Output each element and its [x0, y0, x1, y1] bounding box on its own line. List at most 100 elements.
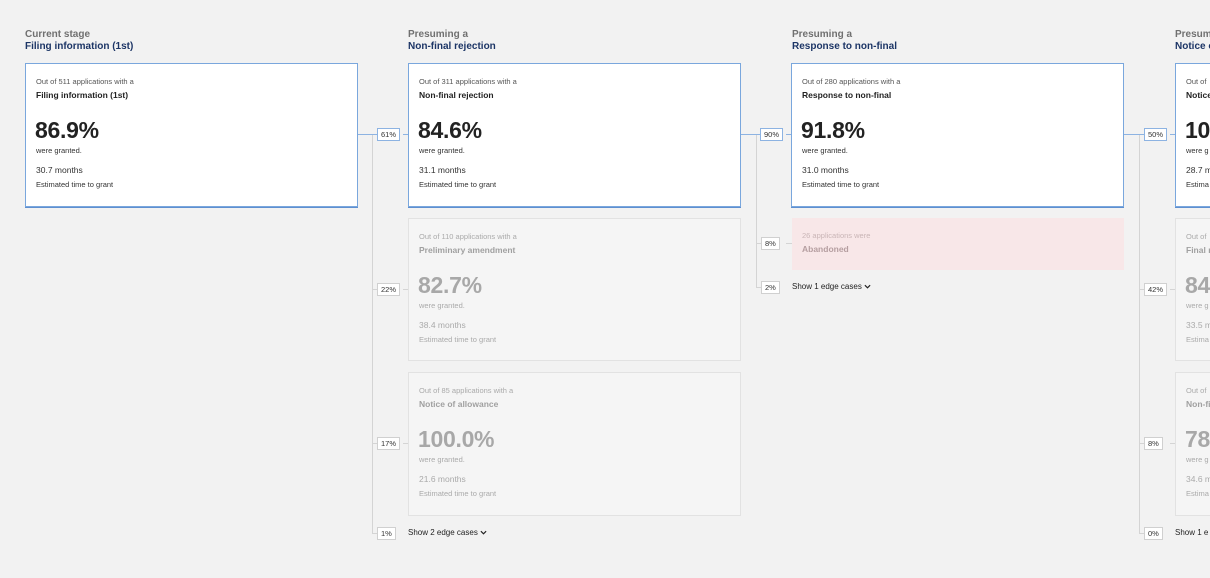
card-intro: Out of — [1186, 77, 1207, 86]
stage-card-non-final-rejection[interactable]: Out of 311 applications with a Non-final… — [408, 63, 741, 207]
connector-line — [372, 443, 377, 444]
card-stage-name: Non-final rejection — [419, 90, 494, 100]
time-to-grant-caption: Estimated time to grant — [419, 335, 497, 344]
card-stage-name: Notice of allowance — [419, 399, 499, 409]
grant-caption: were granted. — [802, 146, 848, 155]
grant-rate: 100.0% — [418, 426, 495, 452]
time-to-grant-caption: Estima — [1186, 335, 1209, 344]
edge-cases-label: Show 1 e — [1175, 528, 1209, 537]
branch-percent-badge: 42% — [1144, 283, 1168, 296]
edge-cases-label: Show 2 edge cases — [408, 528, 478, 537]
grant-rate: 10 — [1185, 117, 1210, 143]
grant-caption: were granted. — [419, 455, 465, 464]
card-intro: Out of 110 applications with a — [419, 232, 517, 241]
connector-line — [403, 443, 408, 444]
card-intro: Out of 511 applications with a — [36, 77, 134, 86]
column-header-response: Presuming a Response to non-final — [792, 29, 1132, 53]
column-title: Filing information (1st) — [25, 41, 134, 52]
card-intro: 26 applications were — [802, 231, 871, 240]
stage-card-preliminary-amendment[interactable]: Out of 110 applications with a Prelimina… — [408, 218, 741, 361]
stage-card-abandoned[interactable]: 26 applications were Abandoned — [792, 218, 1124, 270]
connector-line — [1139, 533, 1144, 534]
time-to-grant: 28.7 m — [1186, 165, 1210, 175]
stage-card-notice-of-allowance[interactable]: Out of 85 applications with a Notice of … — [408, 372, 741, 516]
connector-line — [740, 134, 760, 135]
column-header-current: Current stage Filing information (1st) — [25, 29, 365, 53]
time-to-grant-caption: Estima — [1186, 180, 1209, 189]
card-stage-name: Abandoned — [802, 244, 849, 254]
card-intro: Out of 311 applications with a — [419, 77, 517, 86]
connector-line — [1170, 289, 1175, 290]
connector-line — [403, 134, 408, 135]
column-title: Response to non-final — [792, 41, 897, 52]
branch-percent-badge: 1% — [377, 527, 396, 540]
chevron-down-icon — [864, 284, 871, 289]
stage-card-non-final-rejection[interactable]: Out of Non-fi 78 were g 34.6 m Estima — [1175, 372, 1210, 516]
connector-line — [1139, 289, 1144, 290]
column-pre: Presuming a — [1175, 29, 1210, 40]
column-title: Non-final rejection — [408, 41, 496, 52]
card-stage-name: Final r — [1186, 245, 1210, 255]
card-intro: Out of — [1186, 232, 1207, 241]
stage-card-final-rejection[interactable]: Out of Final r 84 were g 33.5 m Estima — [1175, 218, 1210, 361]
grant-caption: were g — [1186, 301, 1209, 310]
time-to-grant: 30.7 months — [36, 165, 83, 175]
connector-line — [372, 289, 377, 290]
connector-line — [786, 134, 792, 135]
chevron-down-icon — [480, 530, 487, 535]
grant-caption: were granted. — [36, 146, 82, 155]
stage-card-notice-of-allowance[interactable]: Out of Notice 10 were g 28.7 m Estima — [1175, 63, 1210, 207]
show-edge-cases-button[interactable]: Show 1 e — [1175, 528, 1210, 537]
branch-percent-badge: 8% — [761, 237, 780, 250]
time-to-grant: 21.6 months — [419, 474, 466, 484]
grant-rate: 84.6% — [418, 117, 482, 143]
connector-line — [403, 289, 408, 290]
connector-trunk — [372, 135, 373, 533]
time-to-grant-caption: Estima — [1186, 489, 1209, 498]
grant-caption: were g — [1186, 146, 1209, 155]
card-stage-name: Preliminary amendment — [419, 245, 516, 255]
grant-caption: were granted. — [419, 146, 465, 155]
grant-rate: 78 — [1185, 426, 1210, 452]
show-edge-cases-button[interactable]: Show 2 edge cases — [408, 528, 487, 537]
connector-line — [786, 243, 792, 244]
connector-line — [1170, 134, 1175, 135]
column-title: Notice of allowance — [1175, 41, 1210, 52]
branch-percent-badge: 0% — [1144, 527, 1163, 540]
connector-line — [1170, 443, 1175, 444]
column-pre: Current stage — [25, 29, 91, 40]
branch-percent-badge: 50% — [1144, 128, 1168, 141]
connector-line — [1123, 134, 1144, 135]
time-to-grant-caption: Estimated time to grant — [419, 489, 497, 498]
branch-percent-badge: 22% — [377, 283, 401, 296]
time-to-grant: 31.1 months — [419, 165, 466, 175]
branch-percent-badge: 8% — [1144, 437, 1163, 450]
grant-rate: 84 — [1185, 272, 1210, 298]
card-intro: Out of 280 applications with a — [802, 77, 901, 86]
branch-percent-badge: 90% — [760, 128, 784, 141]
time-to-grant: 31.0 months — [802, 165, 849, 175]
time-to-grant: 38.4 months — [419, 320, 466, 330]
column-header-nonfinal: Presuming a Non-final rejection — [408, 29, 748, 53]
grant-caption: were g — [1186, 455, 1209, 464]
connector-line — [372, 533, 377, 534]
card-stage-name: Non-fi — [1186, 399, 1210, 409]
card-stage-name: Filing information (1st) — [36, 90, 129, 100]
connector-line — [756, 243, 761, 244]
connector-trunk — [756, 135, 757, 287]
time-to-grant-caption: Estimated time to grant — [36, 180, 114, 189]
stage-card-filing-information[interactable]: Out of 511 applications with a Filing in… — [25, 63, 358, 207]
show-edge-cases-button[interactable]: Show 1 edge cases — [792, 282, 871, 291]
card-intro: Out of 85 applications with a — [419, 386, 514, 395]
grant-caption: were granted. — [419, 301, 465, 310]
column-pre: Presuming a — [408, 29, 469, 40]
stage-card-response-to-non-final[interactable]: Out of 280 applications with a Response … — [791, 63, 1124, 207]
edge-cases-label: Show 1 edge cases — [792, 282, 862, 291]
branch-percent-badge: 17% — [377, 437, 401, 450]
connector-line — [756, 287, 761, 288]
connector-line — [1139, 443, 1144, 444]
time-to-grant: 33.5 m — [1186, 320, 1210, 330]
branch-percent-badge: 2% — [761, 281, 780, 294]
time-to-grant: 34.6 m — [1186, 474, 1210, 484]
branch-percent-badge: 61% — [377, 128, 401, 141]
